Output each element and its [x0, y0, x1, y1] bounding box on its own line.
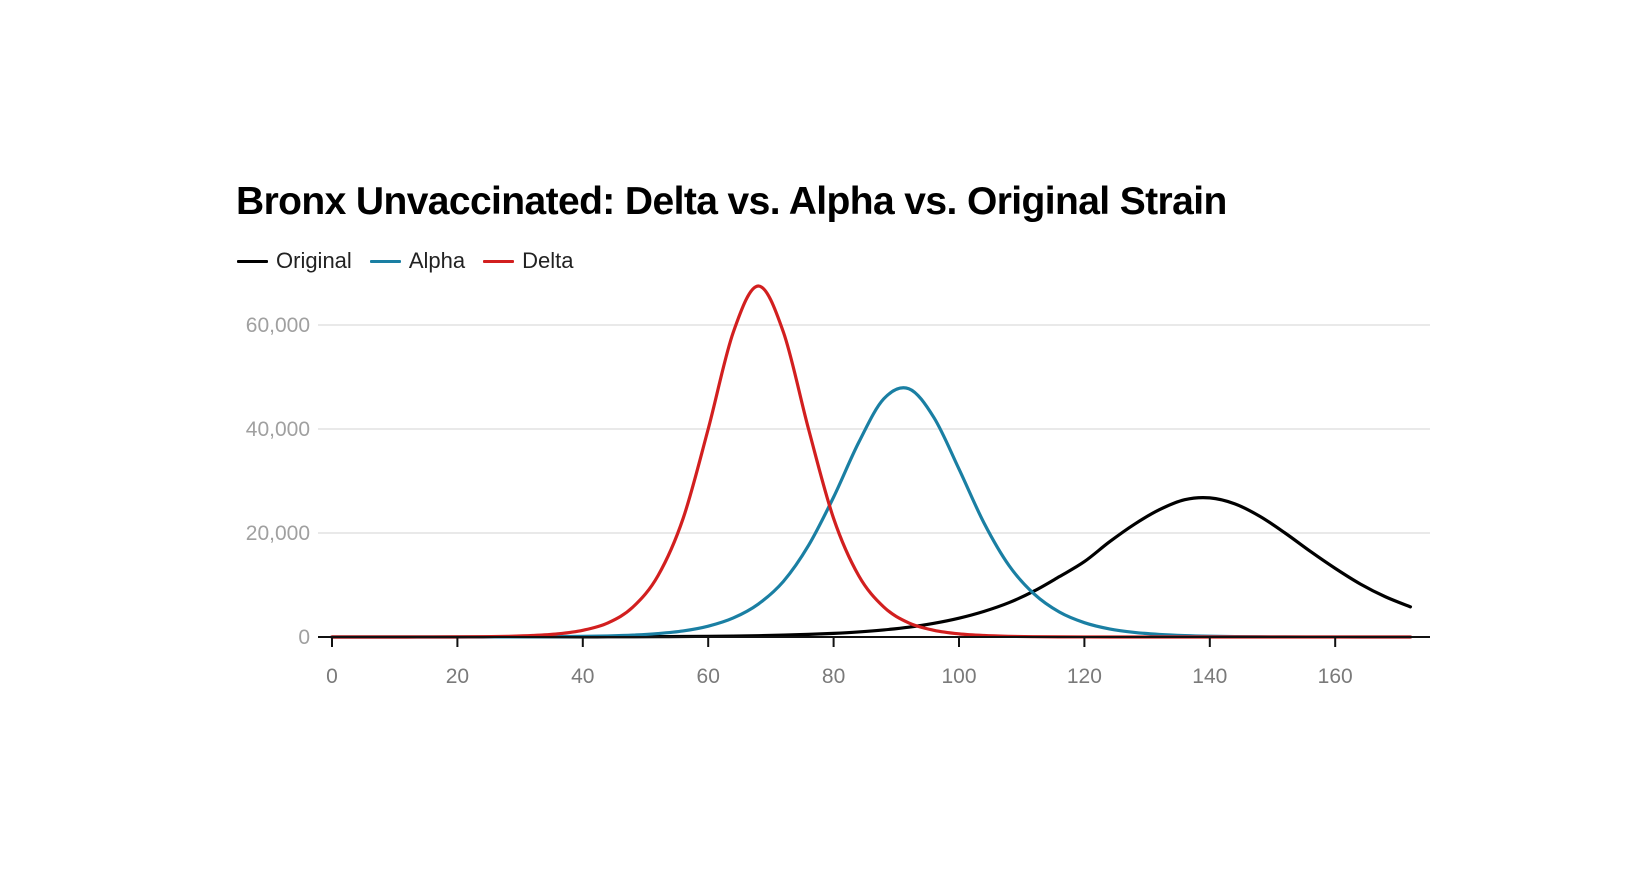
legend-item-alpha: Alpha: [369, 248, 466, 274]
legend-label-alpha: Alpha: [408, 248, 466, 273]
legend-item-delta: Delta: [483, 248, 573, 274]
series-line-original: [330, 496, 1413, 639]
legend-item-original: Original: [237, 248, 352, 274]
y-tick-label: 0: [298, 626, 310, 649]
x-tick-label: 100: [941, 665, 976, 688]
x-tick-label: 80: [822, 665, 845, 688]
y-tick-label: 60,000: [246, 314, 310, 337]
x-tick-label: 120: [1067, 665, 1102, 688]
x-tick-label: 0: [326, 665, 338, 688]
x-tick-label: 140: [1192, 665, 1227, 688]
legend-swatch-original: [237, 259, 268, 263]
x-tick-label: 160: [1318, 665, 1353, 688]
x-tick-label: 40: [571, 665, 594, 688]
y-tick-label: 40,000: [246, 418, 310, 441]
legend-label-original: Original: [276, 248, 352, 273]
series-line-delta: [330, 284, 1413, 639]
x-tick-label: 60: [697, 665, 720, 688]
legend-swatch-delta: [483, 259, 515, 263]
x-tick-label: 20: [446, 665, 469, 688]
chart-title: Bronx Unvaccinated: Delta vs. Alpha vs. …: [236, 180, 1227, 223]
y-tick-label: 20,000: [246, 522, 310, 545]
legend-swatch-alpha: [369, 259, 401, 263]
series-line-alpha: [330, 386, 1413, 639]
legend-label-delta: Delta: [522, 248, 574, 273]
legend: Original Alpha Delta: [237, 248, 591, 274]
